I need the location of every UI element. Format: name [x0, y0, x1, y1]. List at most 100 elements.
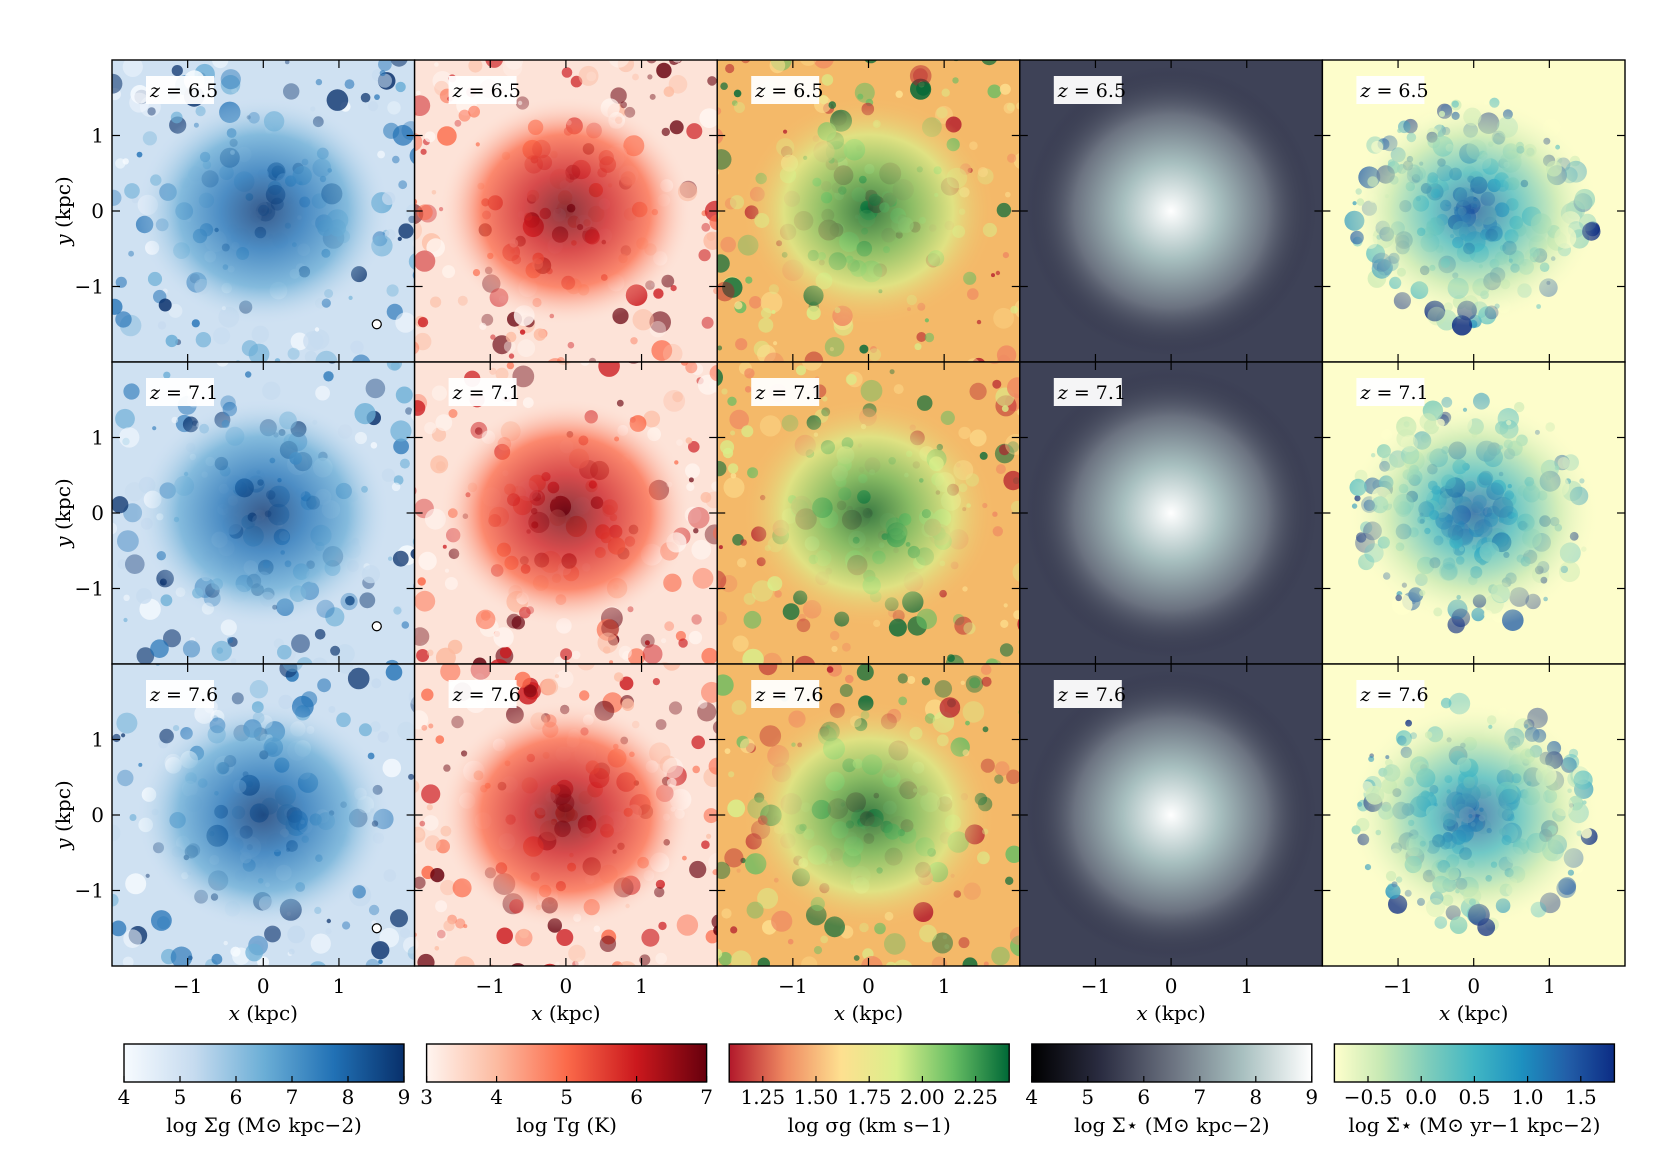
panel-gas-temperature-1: z = 6.5: [413, 59, 718, 363]
colorbars: 4 5 6 7 8 9 log Σg (M⊙ kpc−2) 3 4 5 6 7 log Tg (K) 1.…: [118, 1043, 1616, 1137]
redshift-label: z = 7.1: [146, 378, 218, 406]
colorbar-tick-label: 1.50: [794, 1085, 839, 1109]
colorbar-gradient: [1333, 1043, 1616, 1083]
redshift-text: z = 7.6: [754, 684, 823, 706]
colorbar-gas-density: 4 5 6 7 8 9 log Σg (M⊙ kpc−2): [118, 1043, 411, 1137]
redshift-text: z = 6.5: [452, 80, 521, 102]
y-tick-label: 0: [91, 803, 104, 827]
panel-velocity-dispersion-1: z = 6.5: [716, 59, 1021, 363]
colorbar-title: log Σ⋆ (M⊙ kpc−2): [1074, 1113, 1269, 1137]
x-tick-label: −1: [476, 974, 505, 998]
marker-dot: [371, 923, 382, 934]
colorbar-gradient: [1031, 1043, 1313, 1083]
redshift-text: z = 7.6: [1057, 684, 1126, 706]
x-tick-label: 0: [862, 974, 875, 998]
colorbar-tick-label: 1.5: [1565, 1085, 1597, 1109]
colorbar-tick-label: 4: [1025, 1085, 1038, 1109]
x-tick-label: −1: [173, 974, 202, 998]
colorbar-tick-label: 5: [560, 1085, 573, 1109]
colorbar-tick-label: 6: [230, 1085, 243, 1109]
galaxy-core: [1025, 670, 1317, 960]
redshift-label: z = 6.5: [1356, 76, 1429, 104]
y-axis-label: y (kpc): [51, 478, 75, 548]
redshift-label: z = 6.5: [448, 76, 521, 104]
galaxy-core: [136, 700, 391, 930]
x-axis-label: x (kpc): [531, 1001, 600, 1025]
colorbar-gradient: [123, 1043, 405, 1083]
colorbar-gas-temperature: 3 4 5 6 7 log Tg (K): [420, 1043, 713, 1137]
redshift-text: z = 7.6: [452, 684, 521, 706]
y-tick-label: 1: [91, 124, 104, 148]
redshift-label: z = 7.1: [751, 378, 823, 406]
redshift-text: z = 7.1: [149, 382, 218, 404]
redshift-text: z = 7.6: [1359, 684, 1428, 706]
marker-dot: [371, 621, 382, 632]
y-tick-label: −1: [75, 275, 104, 299]
colorbar-tick-label: 3: [420, 1085, 433, 1109]
colorbar-tick-label: 8: [1249, 1085, 1262, 1109]
colorbar-tick-label: 9: [1305, 1085, 1318, 1109]
x-tick-label: 1: [1543, 974, 1556, 998]
x-tick-label: 0: [560, 974, 573, 998]
galaxy-core: [741, 398, 996, 628]
galaxy-core: [741, 96, 996, 326]
galaxy-core: [438, 96, 693, 326]
colorbar-tick-label: 9: [398, 1085, 411, 1109]
panel-sfr-density-3: z = 7.6: [1321, 663, 1626, 967]
galaxy-core: [1346, 96, 1601, 326]
panel-gas-density-1: z = 6.5: [111, 59, 416, 363]
redshift-label: z = 7.6: [448, 680, 521, 708]
panel-gas-temperature-2: z = 7.1: [413, 361, 718, 665]
galaxy-core: [438, 700, 693, 930]
colorbar-tick-label: 0.5: [1458, 1085, 1490, 1109]
redshift-label: z = 7.1: [1053, 378, 1126, 406]
colorbar-tick-label: 1.0: [1512, 1085, 1544, 1109]
galaxy-core: [136, 96, 391, 326]
redshift-label: z = 7.6: [1356, 680, 1429, 708]
x-axis-label: x (kpc): [1136, 1001, 1205, 1025]
redshift-text: z = 6.5: [149, 80, 218, 102]
x-tick-label: 1: [1240, 974, 1253, 998]
redshift-text: z = 7.1: [1057, 382, 1126, 404]
x-axis-label: x (kpc): [1439, 1001, 1508, 1025]
x-axis-label: x (kpc): [229, 1001, 298, 1025]
colorbar-tick-label: 7: [286, 1085, 299, 1109]
redshift-text: z = 7.1: [452, 382, 521, 404]
y-tick-label: −1: [75, 577, 104, 601]
galaxy-core: [1025, 368, 1317, 658]
colorbar-title: log Σ̇⋆ (M⊙ yr−1 kpc−2): [1348, 1113, 1600, 1137]
panel-stellar-density-3: z = 7.6: [1019, 663, 1324, 967]
panel-gas-density-2: z = 7.1: [111, 361, 416, 665]
colorbar-tick-label: 6: [1137, 1085, 1150, 1109]
colorbar-tick-label: 4: [490, 1085, 503, 1109]
x-tick-label: 1: [938, 974, 951, 998]
redshift-text: z = 6.5: [1057, 80, 1126, 102]
galaxy-core: [438, 398, 693, 628]
redshift-text: z = 6.5: [754, 80, 823, 102]
galaxy-core: [1346, 398, 1601, 628]
panel-velocity-dispersion-2: z = 7.1: [716, 361, 1021, 665]
redshift-text: z = 6.5: [1359, 80, 1428, 102]
panel-gas-temperature-3: z = 7.6: [413, 663, 718, 967]
panel-grid: z = 6.5 z = 6.5 z = 6.5 z = 6.5 z = 6.5 z = 7…: [111, 59, 1626, 967]
colorbar-stellar-density: 4 5 6 7 8 9 log Σ⋆ (M⊙ kpc−2): [1025, 1043, 1318, 1137]
colorbar-title: log Σg (M⊙ kpc−2): [166, 1113, 362, 1137]
x-tick-label: 1: [333, 974, 346, 998]
redshift-label: z = 7.6: [751, 680, 823, 708]
colorbar-tick-label: 7: [700, 1085, 713, 1109]
x-tick-label: 0: [257, 974, 270, 998]
colorbar-sfr-density: −0.5 0.0 0.5 1.0 1.5 log Σ̇⋆ (M⊙ yr−1 kpc−2): [1333, 1043, 1616, 1137]
x-axis-label: x (kpc): [834, 1001, 903, 1025]
colorbar-tick-label: 5: [1081, 1085, 1094, 1109]
x-tick-label: −1: [778, 974, 807, 998]
y-tick-label: −1: [75, 879, 104, 903]
y-axis-label: y (kpc): [51, 780, 75, 850]
colorbar-tick-label: 8: [342, 1085, 355, 1109]
colorbar-tick-label: 1.75: [847, 1085, 892, 1109]
redshift-text: z = 7.6: [149, 684, 218, 706]
y-tick-label: 0: [91, 501, 104, 525]
redshift-label: z = 7.1: [1356, 378, 1429, 406]
colorbar-tick-label: 1.25: [741, 1085, 786, 1109]
